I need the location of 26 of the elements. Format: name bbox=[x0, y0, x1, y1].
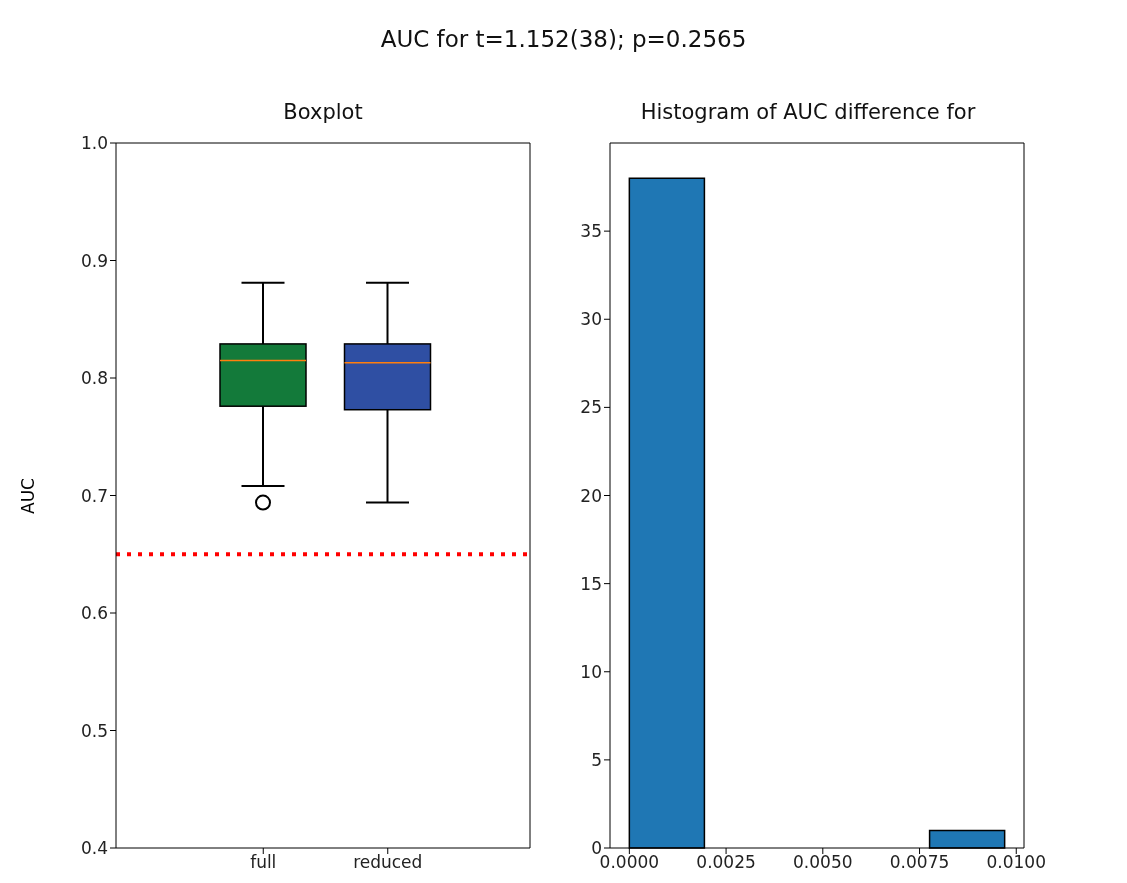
x-tick-label: full bbox=[250, 852, 277, 873]
x-tick-label: reduced bbox=[353, 852, 423, 873]
y-tick-label: 5 bbox=[591, 749, 602, 770]
chart-title: AUC for t=1.152(38); p=0.2565 bbox=[379, 26, 748, 52]
x-tick-label: 0.0100 bbox=[986, 852, 1046, 873]
y-tick-label: 35 bbox=[580, 221, 602, 242]
y-tick-label: 0.7 bbox=[80, 485, 108, 506]
x-tick-label: 0.0025 bbox=[696, 852, 756, 873]
y-tick-label: 10 bbox=[580, 661, 602, 682]
chart-title: Histogram of AUC difference for bbox=[639, 100, 977, 124]
x-tick-label: 0.0000 bbox=[599, 852, 660, 873]
y-tick-label: 0.8 bbox=[80, 368, 108, 389]
y-axis-title: AUC bbox=[18, 478, 38, 514]
y-tick-label: 30 bbox=[580, 309, 602, 330]
y-tick-label: 20 bbox=[580, 485, 602, 506]
y-tick-label: 0.5 bbox=[80, 720, 108, 741]
x-tick-label: 0.0050 bbox=[793, 852, 853, 873]
y-tick-label: 0.9 bbox=[80, 250, 108, 271]
y-tick-label: 25 bbox=[580, 397, 602, 418]
y-tick-label: 0.4 bbox=[80, 838, 108, 859]
y-tick-label: 0.6 bbox=[80, 603, 108, 624]
y-tick-label: 1.0 bbox=[80, 133, 108, 154]
x-tick-label: 0.0075 bbox=[889, 852, 950, 873]
chart-subtitle: Boxplot bbox=[282, 100, 364, 124]
y-tick-label: 15 bbox=[580, 573, 602, 594]
y-tick-label: 0 bbox=[591, 838, 602, 859]
